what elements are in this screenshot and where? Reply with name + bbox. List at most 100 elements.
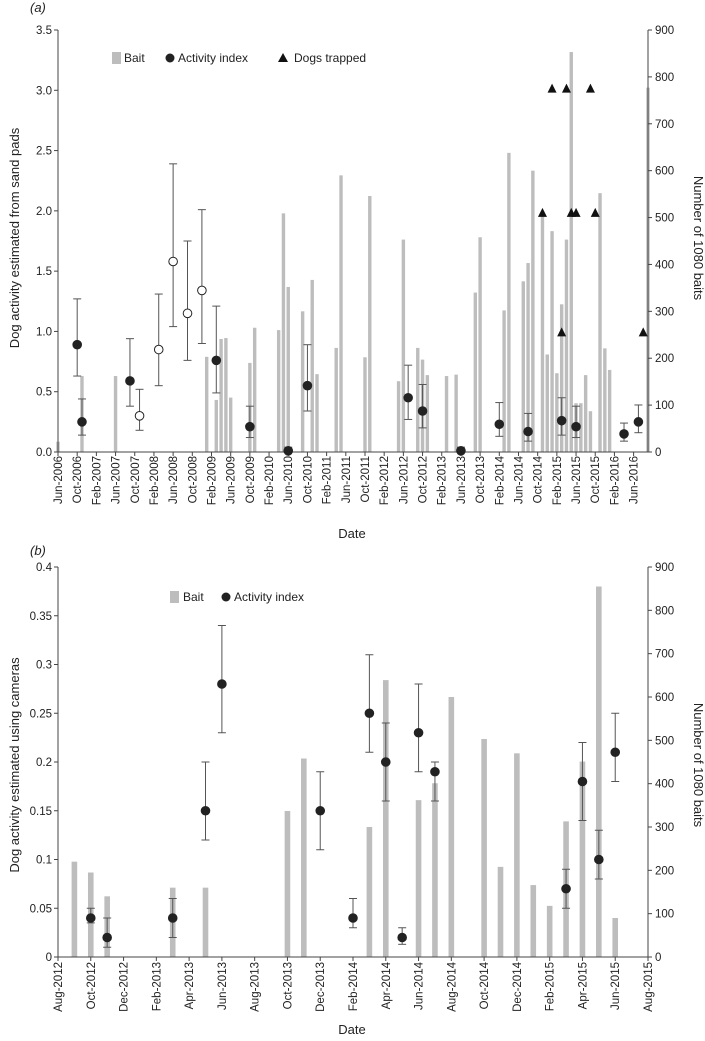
bait-bar [545, 354, 549, 452]
activity-point [397, 932, 407, 943]
right-tick-label: 200 [655, 865, 674, 877]
x-tick-label: Oct-2015 [590, 456, 602, 503]
x-tick-label: Jun-2013 [217, 962, 229, 1010]
activity-point [619, 429, 629, 439]
activity-point [168, 256, 178, 267]
bait-bar [454, 374, 458, 452]
x-tick-label: Oct-2013 [282, 962, 294, 1009]
dogs-trapped-marker [571, 207, 581, 217]
legend-bait-swatch [112, 52, 121, 64]
right-tick-label: 100 [655, 400, 674, 412]
dogs-trapped-marker [561, 83, 571, 93]
x-tick-label: Feb-2007 [91, 456, 103, 505]
x-tick-label: Jun-2013 [456, 456, 468, 504]
panel-a-legend: Bait Activity index Dogs trapped [112, 51, 366, 65]
panel-a-bait-series [56, 52, 650, 453]
activity-point [348, 913, 358, 923]
x-tick-label: Feb-2011 [322, 456, 334, 504]
activity-point [561, 883, 571, 894]
y-tick-label: 0.5 [36, 387, 52, 399]
right-tick-label: 400 [655, 779, 674, 791]
activity-point [72, 339, 82, 350]
activity-point [77, 417, 87, 427]
x-tick-label: Jun-2011 [341, 456, 353, 503]
bait-bar [205, 356, 209, 452]
y-tick-label: 0.15 [30, 806, 52, 818]
x-tick-label: Oct-2014 [533, 455, 545, 503]
panel-b-label: (b) [30, 543, 46, 558]
panel-b-bait-series [71, 586, 619, 957]
activity-point [245, 421, 255, 432]
x-tick-label: Jun-2010 [283, 456, 295, 504]
bait-bar [531, 170, 535, 453]
x-tick-label: Oct-2012 [418, 456, 430, 503]
bait-bar [382, 680, 389, 957]
panel-a-right-axis-label: Number of 1080 baits [691, 176, 705, 301]
activity-point [134, 411, 145, 421]
x-tick-label: Oct-2011 [360, 456, 372, 502]
bait-bar [281, 213, 286, 452]
legend-dogs-label: Dogs trapped [294, 51, 366, 65]
y-tick-label: 0.35 [30, 611, 52, 623]
right-tick-label: 100 [655, 909, 674, 921]
legend-bait-label: Bait [183, 590, 204, 604]
right-tick-label: 900 [655, 562, 674, 574]
bait-bar [368, 195, 372, 453]
legend-activity-label: Activity index [178, 51, 248, 65]
legend-activity-marker [221, 592, 231, 602]
activity-point [283, 445, 294, 456]
bait-bar [612, 918, 619, 957]
x-tick-label: Oct-2013 [475, 456, 487, 503]
bait-bar [286, 286, 290, 452]
bait-bar [607, 369, 612, 452]
panel-b-x-axis-label: Date [338, 1022, 365, 1037]
bait-bar [596, 586, 602, 957]
activity-point [217, 679, 227, 689]
x-tick-label: Aug-2014 [446, 961, 458, 1011]
legend-dogs-marker [278, 53, 288, 62]
x-tick-label: Jun-2016 [629, 456, 641, 504]
panel-a-x-axis-label: Date [338, 526, 365, 541]
dogs-trapped-marker [638, 327, 648, 337]
activity-point [610, 747, 621, 758]
bait-bar [546, 905, 553, 957]
right-tick-label: 500 [655, 735, 674, 747]
x-tick-label: Dec-2012 [119, 962, 131, 1012]
activity-point [380, 757, 391, 767]
bait-bar [363, 357, 367, 452]
dogs-trapped-marker [590, 207, 600, 217]
bait-bar [603, 348, 607, 452]
bait-bar [514, 753, 520, 957]
x-tick-label: Oct-2012 [86, 962, 98, 1009]
bait-bar [334, 347, 338, 452]
activity-point [571, 421, 581, 432]
activity-point [153, 344, 164, 355]
bait-bar [219, 339, 223, 452]
bait-bar [588, 411, 593, 452]
right-tick-label: 200 [655, 353, 674, 365]
activity-point [197, 285, 207, 296]
dogs-trapped-marker [537, 207, 547, 217]
activity-point [125, 376, 135, 386]
right-tick-label: 700 [655, 649, 674, 661]
right-tick-label: 600 [655, 692, 674, 704]
activity-point [85, 913, 96, 923]
bait-bar [579, 761, 586, 957]
x-tick-label: Feb-2014 [348, 961, 360, 1011]
x-tick-label: Oct-2009 [245, 456, 257, 503]
right-tick-label: 800 [655, 605, 674, 617]
activity-point [494, 419, 505, 430]
activity-point [315, 805, 326, 816]
bait-bar [569, 52, 573, 452]
panel-a-dogs-trapped-series [537, 83, 648, 337]
bait-bar [300, 311, 305, 452]
panel-a-activity-series [72, 163, 644, 456]
dogs-trapped-marker [557, 327, 567, 337]
legend-bait-label: Bait [124, 51, 145, 65]
y-tick-label: 1.0 [36, 326, 52, 338]
y-tick-label: 0.4 [36, 562, 53, 574]
panel-b-right-axis-label: Number of 1080 baits [691, 703, 705, 828]
bait-bar [564, 239, 569, 452]
